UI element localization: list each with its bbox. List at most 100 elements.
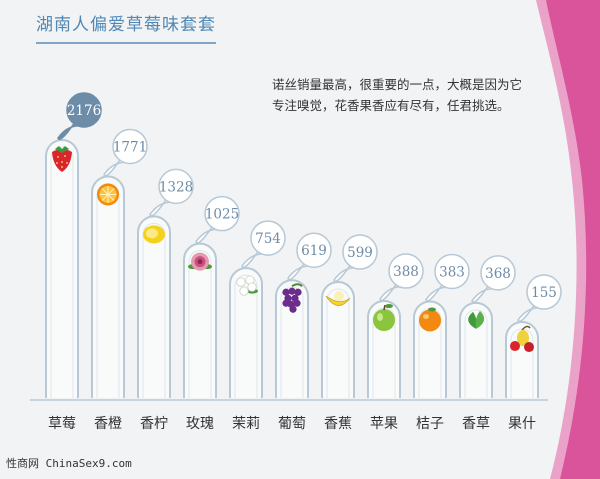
- strawberry-icon-part: [52, 149, 72, 172]
- category-label: 苹果: [370, 416, 398, 432]
- tangerine-icon-part: [419, 309, 441, 332]
- bar: [91, 175, 125, 398]
- jasmine-icon-part: [236, 277, 246, 287]
- strawberry-icon-part: [55, 146, 69, 153]
- orange-slice-icon-part: [101, 188, 109, 195]
- data-label: 368: [485, 266, 511, 282]
- bar: [505, 321, 539, 398]
- bar-item: 1771 香橙: [91, 128, 148, 432]
- value-bubble: [296, 232, 332, 268]
- category-label: 葡萄: [278, 416, 306, 432]
- value-bubble: [434, 253, 470, 290]
- bar-item: 155 果什: [505, 274, 562, 432]
- data-label: 155: [531, 285, 557, 301]
- data-label: 619: [301, 243, 327, 259]
- data-label: 1771: [113, 139, 147, 155]
- cherry-pear-icon-part: [510, 341, 520, 352]
- bar-inner-line: [188, 250, 212, 398]
- orange-slice-icon-part: [101, 194, 109, 201]
- grape-icon-part: [288, 287, 296, 295]
- apple-icon-part: [385, 304, 393, 309]
- pink-corner-decoration: [540, 0, 600, 479]
- orange-slice-icon-part: [107, 188, 115, 195]
- apple-icon-part: [383, 304, 386, 311]
- bar-item: 2176 草莓: [45, 92, 102, 432]
- data-label: 383: [439, 265, 465, 281]
- strawberry-icon-part: [57, 156, 59, 158]
- bar: [459, 301, 493, 398]
- bar-item: 599 香蕉: [321, 234, 378, 432]
- lemon-icon-part: [146, 228, 158, 239]
- cherry-pear-icon-part: [524, 342, 534, 353]
- bar: [183, 242, 217, 398]
- cherry-pear-icon-part: [521, 325, 531, 331]
- bar-inner-line: [142, 222, 166, 398]
- grape-icon-part: [293, 299, 301, 307]
- value-bubble: [250, 220, 286, 256]
- strawberry-icon-part: [56, 162, 58, 164]
- bar: [137, 215, 171, 398]
- rose-icon-part: [197, 259, 203, 265]
- category-label: 香柠: [140, 416, 168, 432]
- footer-watermark: 性商网 ChinaSex9.com: [6, 457, 132, 470]
- bar-inner-line: [234, 274, 258, 398]
- grape-icon-part: [291, 283, 303, 288]
- value-bubble: [526, 274, 562, 310]
- annotation-note: 诺丝销量最高，很重要的一点，大概是因为它专注嗅觉，花香果香应有尽有，任君挑选。: [272, 77, 523, 113]
- category-label: 香橙: [94, 416, 122, 432]
- tangerine-icon-part: [423, 314, 429, 320]
- data-label: 1328: [159, 179, 193, 195]
- jasmine-icon-part: [239, 286, 249, 296]
- category-label: 玫瑰: [186, 416, 214, 432]
- grape-icon-part: [294, 288, 302, 296]
- pink-corner-highlight: [536, 0, 587, 479]
- grape-icon-part: [282, 299, 290, 307]
- banana-icon-part: [325, 295, 351, 306]
- bar: [45, 139, 79, 398]
- bar-item: 619 葡萄: [275, 232, 332, 432]
- data-label: 599: [347, 245, 373, 261]
- bar-item: 754 茉莉: [229, 220, 286, 432]
- category-label: 茉莉: [232, 415, 260, 432]
- category-label: 果什: [508, 416, 536, 432]
- tangerine-icon-part: [428, 307, 436, 312]
- cherry-pear-icon-part: [517, 330, 529, 347]
- apple-icon-part: [377, 313, 383, 322]
- bar-item: 1025 玫瑰: [183, 195, 240, 432]
- bar: [275, 279, 309, 398]
- bar-item: 368 香草: [459, 255, 516, 432]
- strawberry-icon-part: [61, 166, 63, 168]
- data-label: 1025: [205, 207, 239, 223]
- value-bubble: [112, 128, 148, 165]
- value-bubble: [342, 234, 378, 270]
- chart-title: 湖南人偏爱草莓味套套: [36, 15, 216, 35]
- category-label: 香草: [462, 416, 490, 432]
- grape-icon-part: [289, 305, 297, 313]
- jasmine-icon-part: [247, 282, 257, 292]
- data-label: 2176: [67, 103, 101, 119]
- bar-group: 2176 草莓 1771 香橙 1328 香柠 1025 玫瑰 754 茉莉 619 葡萄 599 香蕉 3…: [45, 92, 562, 432]
- banana-icon-part: [334, 291, 344, 302]
- orange-slice-icon-part: [107, 194, 115, 201]
- data-label: 388: [393, 264, 419, 280]
- strawberry-icon-part: [66, 162, 68, 164]
- value-bubble: [204, 195, 240, 232]
- value-bubble: [388, 253, 424, 289]
- value-bubble: [66, 92, 102, 128]
- category-label: 草莓: [48, 416, 76, 432]
- title-underline: [36, 42, 216, 44]
- data-label: 754: [255, 231, 281, 247]
- bar-item: 388 苹果: [367, 253, 424, 432]
- grape-icon-part: [282, 288, 290, 296]
- value-bubble: [158, 168, 194, 205]
- bar-inner-line: [50, 146, 74, 398]
- bar-inner-line: [464, 309, 488, 398]
- bar-item: 1328 香柠: [137, 168, 194, 432]
- bar-inner-line: [280, 286, 304, 398]
- bar-item: 383 桔子: [413, 253, 470, 432]
- bar: [321, 281, 355, 398]
- bar: [229, 267, 263, 398]
- mint-leaf-icon-part: [468, 311, 477, 329]
- category-label: 桔子: [416, 416, 444, 432]
